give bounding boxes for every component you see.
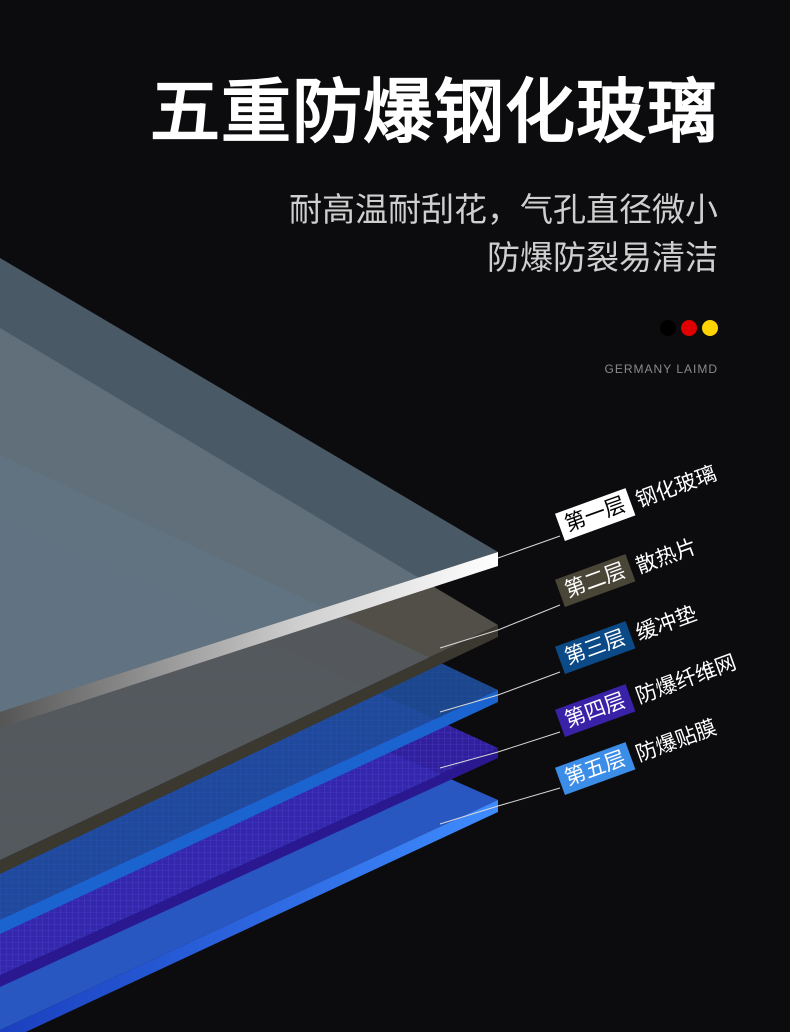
flag-dot-black xyxy=(660,320,676,336)
subtitle-line-1: 耐高温耐刮花，气孔直径微小 xyxy=(289,190,718,229)
layer-1-tempered-glass xyxy=(0,258,498,728)
flag-dot-yellow xyxy=(702,320,718,336)
flag-dot-red xyxy=(681,320,697,336)
subtitle-line-2: 防爆防裂易清洁 xyxy=(487,238,718,277)
leader-lines xyxy=(439,535,561,825)
flag-dots xyxy=(660,320,718,336)
page-title: 五重防爆钢化玻璃 xyxy=(150,71,718,153)
brand-label: GERMANY LAIMD xyxy=(604,362,718,376)
